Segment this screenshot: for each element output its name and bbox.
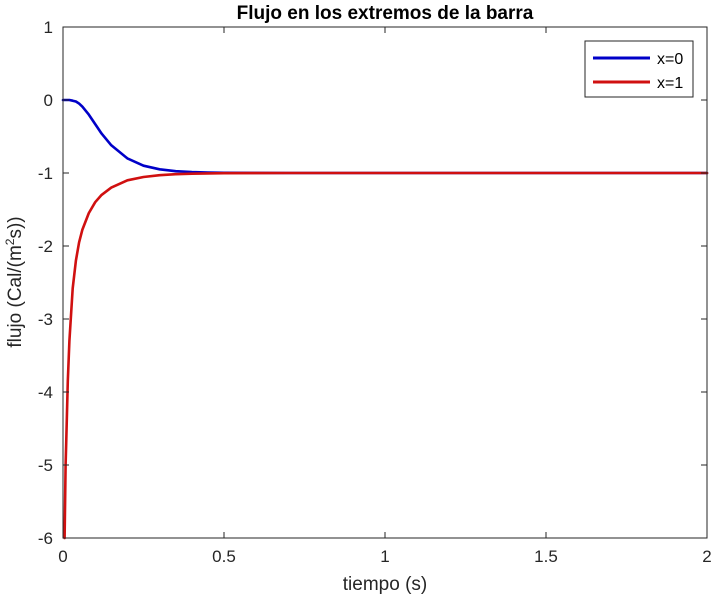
- y-axis-label-superscript: 2: [3, 238, 17, 245]
- x-tick-label: 0: [58, 547, 67, 566]
- x-tick-label: 1.5: [534, 547, 558, 566]
- legend-label-x1: x=1: [657, 75, 683, 92]
- x-axis-label: tiempo (s): [343, 574, 427, 595]
- series-line-x=1: [63, 171, 709, 540]
- legend: x=0 x=1: [584, 40, 694, 98]
- x-tick-label: 0.5: [212, 547, 236, 566]
- y-axis-label: flujo (Cal/(m2s)): [3, 216, 26, 347]
- ticks-layer: 0 0.5 1 1.5 2 1 0 -1 -2 -3 -4 -5 -6: [38, 18, 712, 566]
- plot-area: [63, 27, 707, 538]
- y-tick-label: -2: [38, 237, 53, 256]
- chart-title: Flujo en los extremos de la barra: [237, 3, 534, 24]
- y-axis-label-suffix: s)): [5, 216, 26, 238]
- legend-label-x0: x=0: [657, 51, 683, 68]
- x-tick-label: 2: [702, 547, 711, 566]
- x-tick-label: 1: [380, 547, 389, 566]
- y-tick-label: -4: [38, 383, 53, 402]
- y-tick-label: 0: [44, 91, 53, 110]
- y-tick-label: -6: [38, 529, 53, 548]
- legend-box: [584, 40, 694, 98]
- y-tick-label: 1: [44, 18, 53, 37]
- y-tick-label: -3: [38, 310, 53, 329]
- y-axis-label-prefix: flujo (Cal/(m: [5, 245, 26, 347]
- y-tick-label: -1: [38, 164, 53, 183]
- series-layer: [61, 98, 709, 540]
- y-tick-label: -5: [38, 456, 53, 475]
